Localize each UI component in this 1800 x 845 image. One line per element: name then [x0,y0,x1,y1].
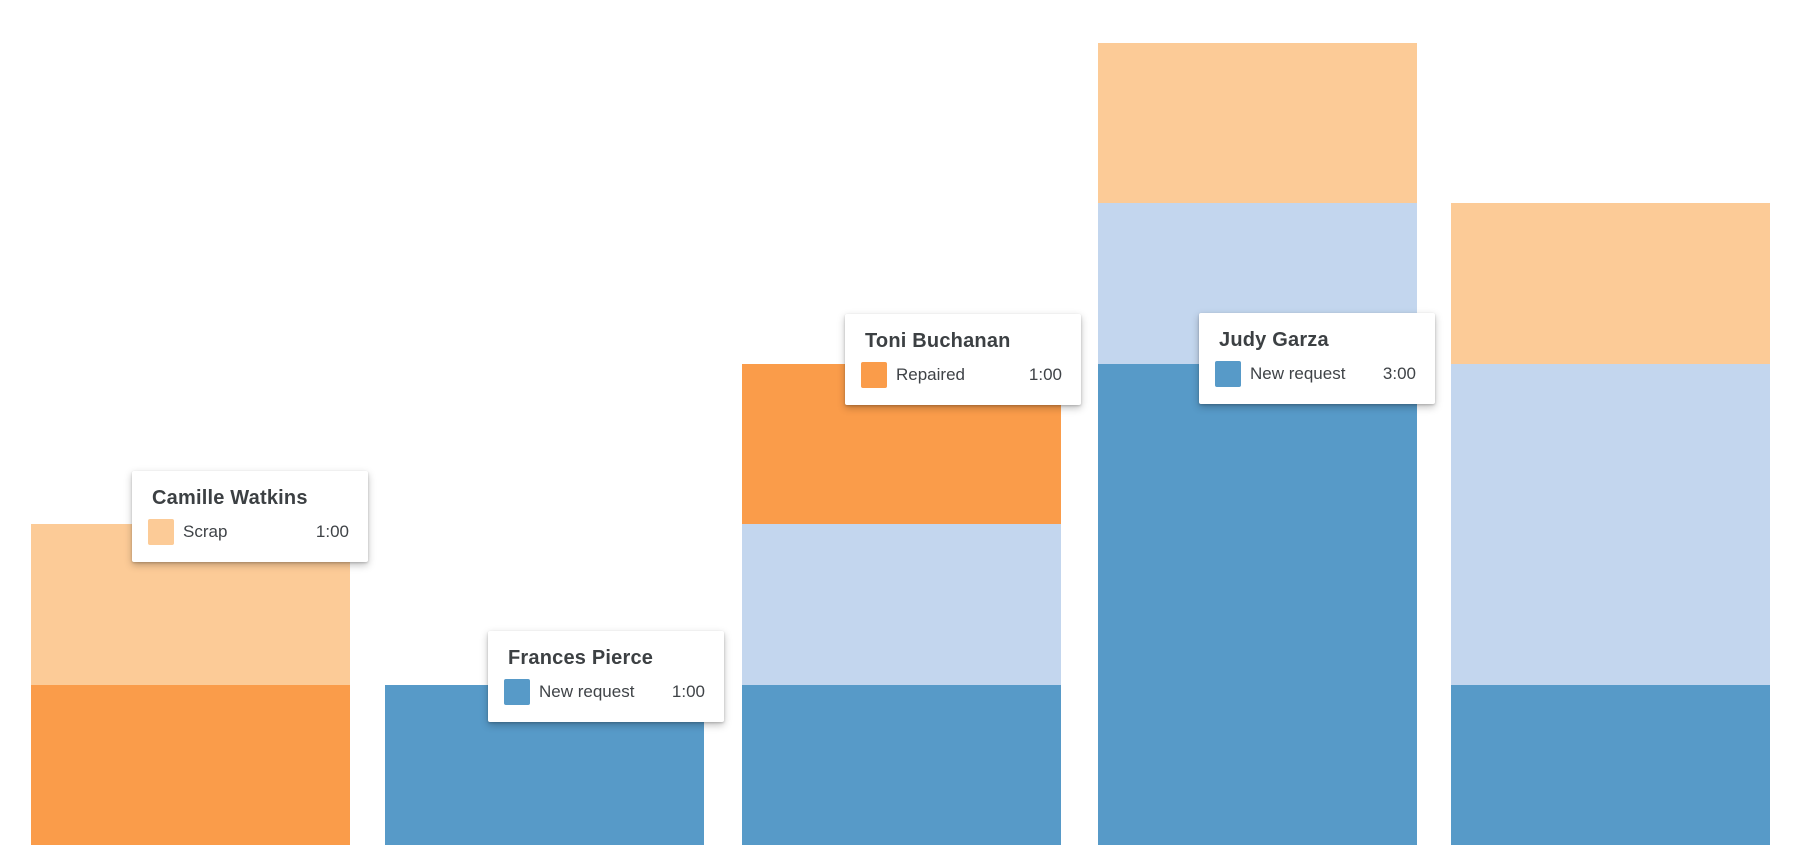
tooltip-duration: 1:00 [315,522,349,541]
tooltip-card: Judy Garza New request 3:00 [1199,313,1435,404]
tooltip-status-row: New request 3:00 [1215,361,1416,387]
tooltip-card: Camille Watkins Scrap 1:00 [132,471,368,562]
tooltip-person-name: Judy Garza [1219,329,1329,351]
status-color-swatch [148,519,174,545]
status-color-swatch [1215,361,1241,387]
status-color-swatch [504,679,530,705]
bar-segment-repaired[interactable] [31,684,350,845]
tooltip-status-label: Scrap [183,522,228,541]
stacked-bar [1098,42,1417,845]
stacked-bar [1451,203,1770,845]
tooltip-status-label: New request [1250,364,1346,383]
tooltip-person-name: Frances Pierce [508,647,654,669]
bar-segment-unlabeled[interactable] [742,524,1061,685]
tooltip-status-label: New request [539,682,635,701]
tooltip-status-label: Repaired [896,365,965,384]
bar-segment-scrap[interactable] [1098,42,1417,203]
tooltip-duration: 1:00 [1028,365,1062,384]
tooltip-status-row: New request 1:00 [504,679,705,705]
bar-segment-new_request[interactable] [1098,363,1417,845]
bar-segment-unlabeled[interactable] [1451,363,1770,685]
status-color-swatch [861,362,887,388]
tooltip-status-row: Scrap 1:00 [148,519,349,545]
tooltip-duration: 1:00 [671,682,705,701]
tooltip-person-name: Camille Watkins [152,487,308,509]
tooltip-person-name: Toni Buchanan [865,330,1011,352]
bar-segment-new_request[interactable] [1451,684,1770,845]
tooltip-duration: 3:00 [1382,364,1416,383]
stacked-bar [742,363,1061,845]
bar-segment-new_request[interactable] [742,684,1061,845]
tooltip-status-row: Repaired 1:00 [861,362,1062,388]
bar-segment-scrap[interactable] [1451,203,1770,364]
tooltip-card: Toni Buchanan Repaired 1:00 [845,314,1081,405]
stacked-bar [31,524,350,845]
tooltip-card: Frances Pierce New request 1:00 [488,631,724,722]
